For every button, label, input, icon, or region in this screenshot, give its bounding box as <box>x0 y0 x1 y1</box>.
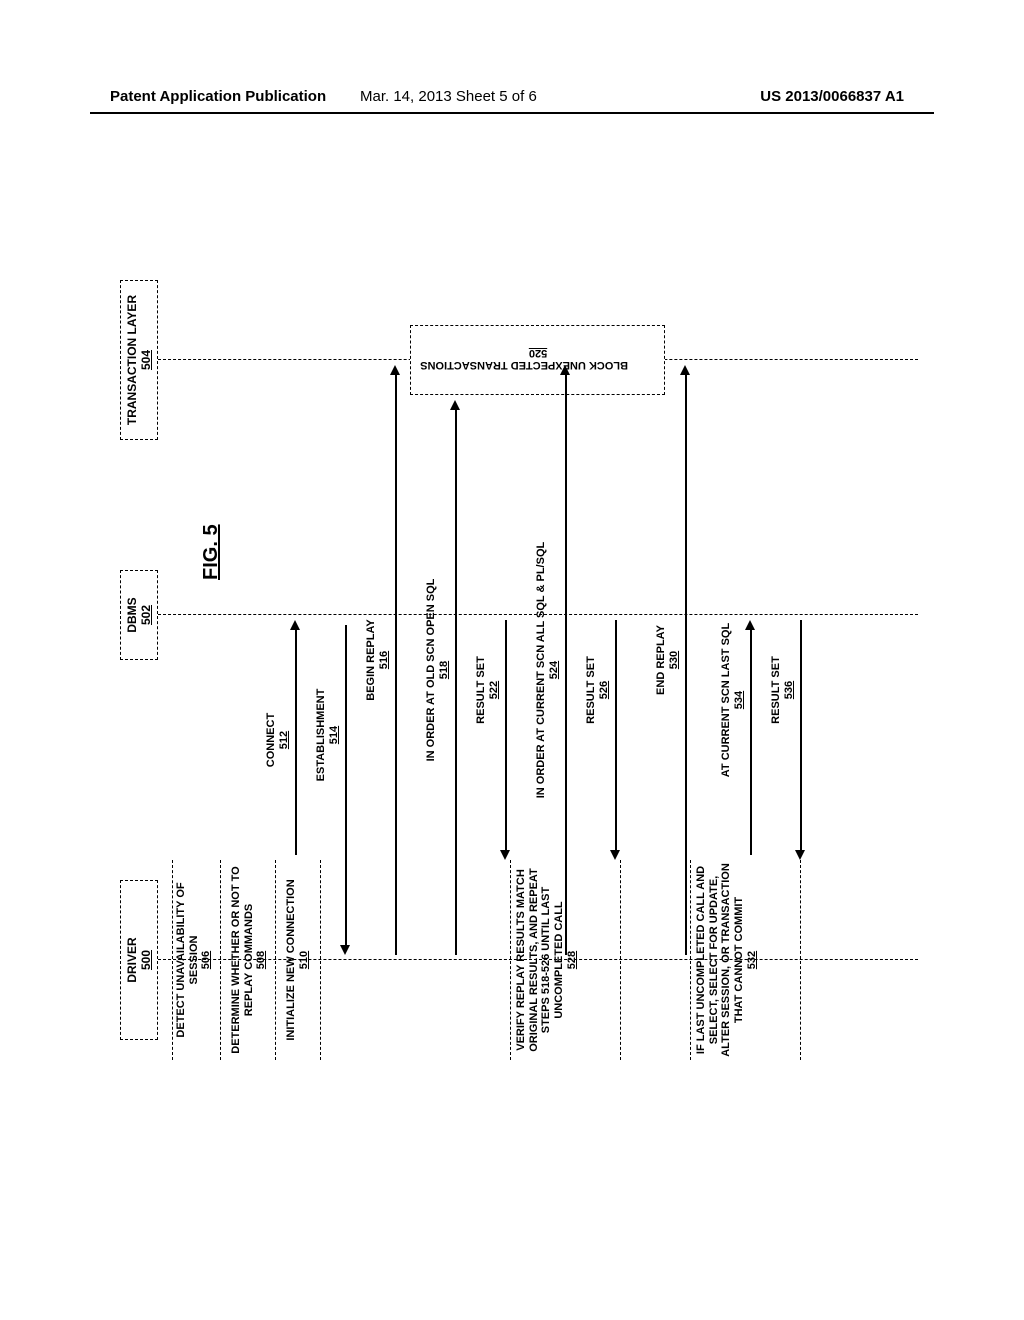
msg-518: IN ORDER AT OLD SCN OPEN SQL 518 <box>425 540 450 800</box>
msg-516-num: 516 <box>378 651 390 669</box>
step-510-text: INITIALIZE NEW CONNECTION <box>285 879 297 1040</box>
step-506-num: 506 <box>200 951 212 969</box>
arrow-518-head <box>450 400 460 410</box>
step-532-bot <box>800 860 801 1060</box>
arrow-514-head <box>340 945 350 955</box>
header-right: US 2013/0066837 A1 <box>760 88 904 105</box>
msg-514-num: 514 <box>328 726 340 744</box>
diagram-rotated-container: DRIVER 500 DBMS 502 TRANSACTION LAYER 50… <box>120 260 920 1060</box>
arrow-518 <box>455 405 457 955</box>
box-dbms: DBMS 502 <box>120 570 158 660</box>
page: Patent Application Publication Mar. 14, … <box>0 0 1024 1320</box>
header-rule <box>90 112 934 114</box>
step-532-top <box>690 860 691 1060</box>
step-528-top <box>510 860 511 1060</box>
step-506-bot <box>220 860 221 1060</box>
msg-534: AT CURRENT SCN LAST SQL 534 <box>720 590 745 810</box>
header-center: Mar. 14, 2013 Sheet 5 of 6 <box>360 88 537 105</box>
arrow-536 <box>800 620 802 850</box>
box-trans-num: 504 <box>139 285 153 435</box>
step-506: DETECT UNAVAILABILITY OF SESSION 506 <box>175 860 213 1060</box>
msg-536-num: 536 <box>783 681 795 699</box>
msg-536-text: RESULT SET <box>770 656 782 724</box>
arrow-522-head <box>500 850 510 860</box>
msg-512-text: CONNECT <box>265 713 277 767</box>
step-506-top <box>172 860 173 1060</box>
arrow-512-head <box>290 620 300 630</box>
step-506-text: DETECT UNAVAILABILITY OF SESSION <box>175 882 200 1037</box>
header-left: Patent Application Publication <box>110 88 326 105</box>
arrow-536-head <box>795 850 805 860</box>
step-532-text: IF LAST UNCOMPLETED CALL AND SELECT, SEL… <box>695 863 745 1057</box>
msg-524-num: 524 <box>548 661 560 679</box>
arrow-530-head <box>680 365 690 375</box>
step-508: DETERMINE WHETHER OR NOT TO REPLAY COMMA… <box>230 860 268 1060</box>
arrow-526-head <box>610 850 620 860</box>
msg-526: RESULT SET 526 <box>585 620 610 760</box>
step-532-num: 532 <box>746 951 758 969</box>
step-528-num: 528 <box>566 951 578 969</box>
msg-522-text: RESULT SET <box>475 656 487 724</box>
step-510: INITIALIZE NEW CONNECTION 510 <box>285 860 310 1060</box>
step-510-num: 510 <box>298 951 310 969</box>
step-532: IF LAST UNCOMPLETED CALL AND SELECT, SEL… <box>695 860 758 1060</box>
step-528: VERIFY REPLAY RESULTS MATCH ORIGINAL RES… <box>515 860 578 1060</box>
msg-512-num: 512 <box>278 731 290 749</box>
box-block-520: BLOCK UNEXPECTED TRANSACTIONS 520 <box>410 325 665 395</box>
box-driver-title: DRIVER <box>125 885 139 1035</box>
msg-514: ESTABLISHMENT 514 <box>315 665 340 805</box>
step-510-bot <box>320 860 321 1060</box>
figure-label: FIG. 5 <box>200 524 223 580</box>
arrow-514 <box>345 625 347 945</box>
msg-522: RESULT SET 522 <box>475 620 500 760</box>
msg-536: RESULT SET 536 <box>770 620 795 760</box>
msg-524-text: IN ORDER AT CURRENT SCN ALL SQL & PL/SQL <box>535 542 547 798</box>
msg-526-text: RESULT SET <box>585 656 597 724</box>
arrow-534 <box>750 625 752 855</box>
block-520-num: 520 <box>529 347 547 359</box>
step-508-text: DETERMINE WHETHER OR NOT TO REPLAY COMMA… <box>230 866 255 1053</box>
step-508-num: 508 <box>255 951 267 969</box>
msg-534-num: 534 <box>733 691 745 709</box>
msg-516: BEGIN REPLAY 516 <box>365 590 390 730</box>
msg-526-num: 526 <box>598 681 610 699</box>
box-dbms-num: 502 <box>139 575 153 655</box>
msg-530-text: END REPLAY <box>655 625 667 695</box>
msg-516-text: BEGIN REPLAY <box>365 619 377 701</box>
msg-530: END REPLAY 530 <box>655 590 680 730</box>
msg-518-text: IN ORDER AT OLD SCN OPEN SQL <box>425 579 437 762</box>
msg-524: IN ORDER AT CURRENT SCN ALL SQL & PL/SQL… <box>535 500 560 840</box>
step-508-bot <box>275 860 276 1060</box>
box-driver-num: 500 <box>139 885 153 1035</box>
msg-522-num: 522 <box>488 681 500 699</box>
arrow-526 <box>615 620 617 850</box>
box-dbms-title: DBMS <box>125 575 139 655</box>
arrow-522 <box>505 620 507 850</box>
arrow-516 <box>395 375 397 955</box>
block-520-text: BLOCK UNEXPECTED TRANSACTIONS <box>420 359 628 371</box>
box-driver: DRIVER 500 <box>120 880 158 1040</box>
arrow-516-head <box>390 365 400 375</box>
msg-514-text: ESTABLISHMENT <box>315 689 327 782</box>
sequence-diagram: DRIVER 500 DBMS 502 TRANSACTION LAYER 50… <box>120 260 920 1060</box>
block-520-label: BLOCK UNEXPECTED TRANSACTIONS 520 <box>448 347 628 371</box>
arrow-524-head <box>560 365 570 375</box>
step-528-bot <box>620 860 621 1060</box>
box-trans-title: TRANSACTION LAYER <box>125 285 139 435</box>
msg-534-text: AT CURRENT SCN LAST SQL <box>720 623 732 777</box>
arrow-512 <box>295 630 297 855</box>
box-transaction-layer: TRANSACTION LAYER 504 <box>120 280 158 440</box>
step-528-text: VERIFY REPLAY RESULTS MATCH ORIGINAL RES… <box>515 868 565 1052</box>
arrow-530 <box>685 375 687 955</box>
msg-518-num: 518 <box>438 661 450 679</box>
msg-530-num: 530 <box>668 651 680 669</box>
arrow-534-head <box>745 620 755 630</box>
msg-512: CONNECT 512 <box>265 680 290 800</box>
